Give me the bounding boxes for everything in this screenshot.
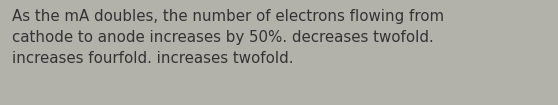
Text: As the mA doubles, the number of electrons flowing from
cathode to anode increas: As the mA doubles, the number of electro… bbox=[12, 9, 444, 66]
